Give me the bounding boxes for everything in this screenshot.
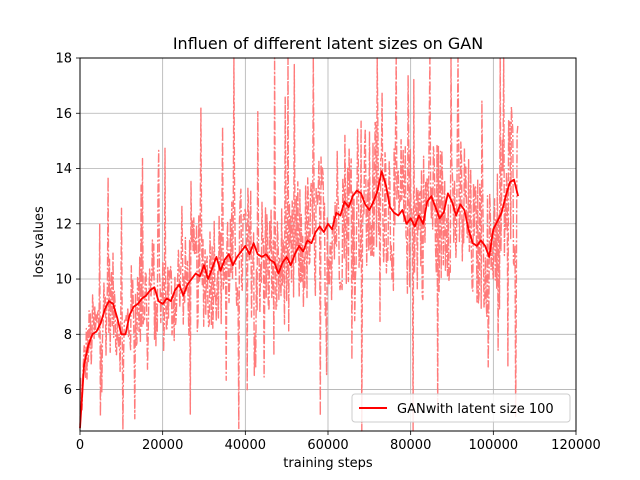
x-tick-label: 120000: [551, 438, 601, 453]
x-tick-label: 20000: [142, 438, 183, 453]
y-tick-label: 18: [55, 52, 72, 67]
chart-title: Influen of different latent sizes on GAN: [173, 34, 483, 53]
x-tick-label: 0: [76, 438, 84, 453]
y-tick-label: 16: [55, 107, 72, 122]
raw-trace-line: [79, 57, 519, 432]
legend: GANwith latent size 100: [351, 393, 571, 423]
legend-label: GANwith latent size 100: [397, 402, 554, 417]
series-line-latent-100: [79, 170, 519, 429]
raw-loss-trace: [79, 57, 519, 432]
y-tick-label: 12: [55, 217, 72, 232]
legend-box: [351, 393, 571, 423]
y-tick-label: 10: [55, 273, 72, 288]
y-tick-label: 6: [64, 383, 72, 398]
y-tick-label: 8: [64, 328, 72, 343]
x-tick-label: 80000: [390, 438, 431, 453]
series-layer: [79, 170, 519, 429]
y-axis-label: loss values: [32, 206, 47, 278]
x-tick-label: 100000: [469, 438, 519, 453]
x-axis-ticks: 0 20000 40000 60000 80000 100000 120000: [76, 431, 601, 453]
x-axis-label: training steps: [283, 456, 373, 471]
y-axis-ticks: 6 8 10 12 14 16 18: [55, 52, 80, 398]
y-tick-label: 14: [55, 162, 72, 177]
x-tick-label: 40000: [225, 438, 266, 453]
x-tick-label: 60000: [307, 438, 348, 453]
